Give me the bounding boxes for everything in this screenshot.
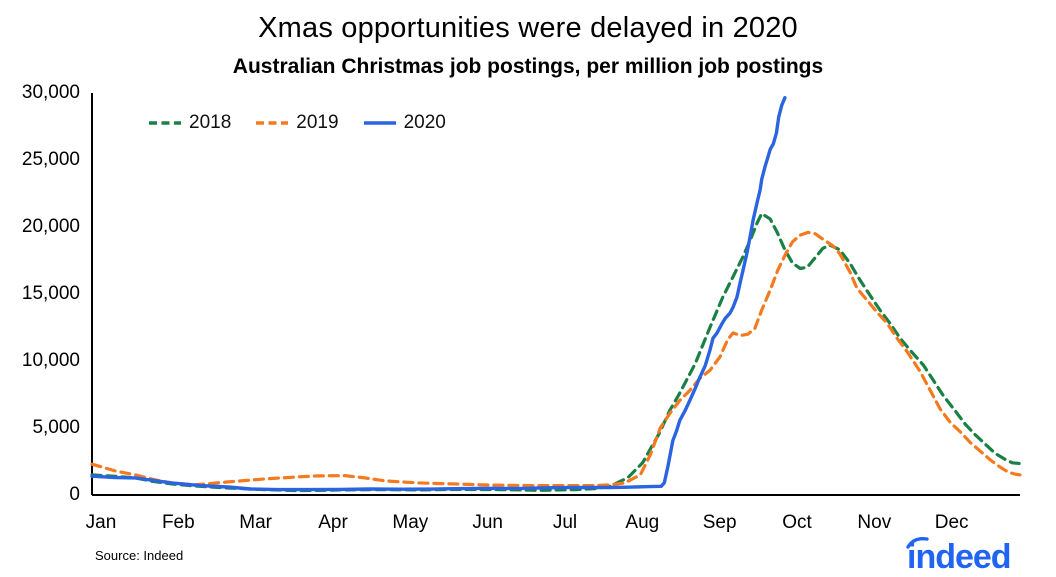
series-line-2020 <box>90 96 787 492</box>
legend-item-2020: 2020 <box>363 112 446 134</box>
indeed-logo: indeed <box>902 534 1044 574</box>
indeed-logo-text: indeed <box>907 538 1011 574</box>
x-axis-tick-label: Nov <box>857 512 892 533</box>
x-axis-tick-label: Sep <box>702 512 737 533</box>
indeed-logo-arc-icon <box>906 536 929 549</box>
x-axis-tick-label: Jan <box>85 512 117 533</box>
x-axis-tick-label: Feb <box>161 512 195 533</box>
legend-label: 2018 <box>189 112 232 133</box>
x-axis-tick-label: Apr <box>318 512 348 533</box>
source-note: Source: Indeed <box>95 548 184 563</box>
x-axis-tick-label: Dec <box>934 512 969 533</box>
legend: 2018 2019 2020 <box>148 112 446 134</box>
y-axis-tick-label: 5,000 <box>32 417 80 438</box>
x-axis-tick-label: May <box>392 512 429 533</box>
chart-subtitle: Australian Christmas job postings, per m… <box>232 55 824 78</box>
x-axis-tick-label: Mar <box>239 512 273 533</box>
legend-item-2018: 2018 <box>148 112 231 134</box>
legend-label: 2020 <box>403 112 446 133</box>
y-axis-tick-label: 0 <box>69 484 80 505</box>
x-axis-tick-label: Jun <box>472 512 503 533</box>
chart-title: Xmas opportunities were delayed in 2020 <box>258 12 798 44</box>
x-axis-tick-label: Aug <box>625 512 660 533</box>
y-axis-tick-label: 15,000 <box>21 283 80 304</box>
series-line-2018 <box>90 212 1022 493</box>
plot-area <box>90 93 1022 496</box>
legend-item-2019: 2019 <box>255 112 339 134</box>
legend-label: 2019 <box>296 112 339 133</box>
y-axis-tick-label: 10,000 <box>21 350 80 371</box>
y-axis-tick-label: 30,000 <box>21 82 80 103</box>
y-axis-tick-label: 25,000 <box>21 149 80 170</box>
x-axis-tick-label: Jul <box>552 512 578 533</box>
y-axis-tick-label: 20,000 <box>21 216 80 237</box>
x-axis-tick-label: Oct <box>782 512 812 533</box>
series-line-2019 <box>90 230 1022 488</box>
